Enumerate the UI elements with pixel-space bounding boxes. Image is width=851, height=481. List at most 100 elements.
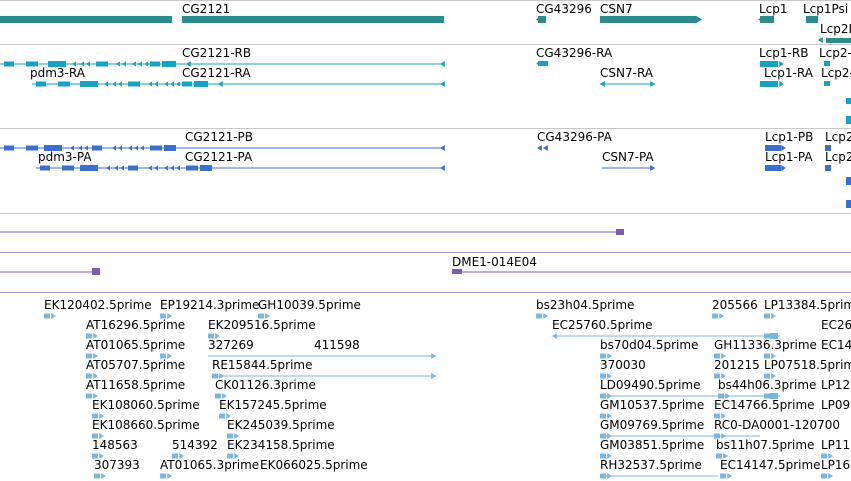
transcript-label[interactable]: pdm3-RA bbox=[30, 66, 85, 80]
gene-label[interactable]: CG2121 bbox=[182, 2, 231, 16]
est-label[interactable]: EK120402.5prime bbox=[44, 298, 152, 312]
transcript-label[interactable]: CG43296-RA bbox=[536, 46, 613, 60]
exon-block[interactable] bbox=[44, 145, 62, 151]
exon-block[interactable] bbox=[825, 145, 831, 151]
clone-feature[interactable] bbox=[616, 229, 624, 235]
transcript-label[interactable]: CG2121-RB bbox=[182, 46, 252, 60]
exon-block[interactable] bbox=[96, 61, 108, 67]
est-label[interactable]: bs11h07.5prime bbox=[716, 438, 815, 452]
est-label[interactable]: 307393 bbox=[94, 458, 140, 472]
exon-block[interactable] bbox=[128, 165, 138, 171]
est-feature[interactable] bbox=[160, 353, 166, 359]
transcript-label[interactable]: Lcp1-RB bbox=[759, 46, 809, 60]
est-feature[interactable] bbox=[821, 473, 827, 479]
est-feature[interactable] bbox=[770, 393, 778, 399]
gene-feature[interactable] bbox=[600, 16, 696, 23]
est-label[interactable]: EC25760.5prime bbox=[552, 318, 653, 332]
est-feature[interactable] bbox=[92, 453, 98, 459]
est-label[interactable]: EC14766.5prime bbox=[714, 398, 815, 412]
est-feature[interactable] bbox=[219, 413, 225, 419]
exon-block[interactable] bbox=[182, 81, 192, 87]
exon-block[interactable] bbox=[186, 165, 198, 171]
est-feature[interactable] bbox=[208, 333, 214, 339]
est-label[interactable]: GH11336.3prime bbox=[714, 338, 817, 352]
protein-label[interactable]: Lcp1-PA bbox=[765, 150, 813, 164]
est-label[interactable]: LP09 bbox=[821, 398, 851, 412]
est-label[interactable]: AT01065.3prime bbox=[160, 458, 260, 472]
est-label[interactable]: AT11658.5prime bbox=[86, 378, 186, 392]
est-label[interactable]: GM09769.5prime bbox=[600, 418, 705, 432]
exon-block[interactable] bbox=[760, 81, 778, 87]
est-label[interactable]: 370030 bbox=[600, 358, 646, 372]
est-label[interactable]: bs70d04.5prime bbox=[600, 338, 699, 352]
exon-block[interactable] bbox=[58, 81, 70, 87]
exon-block[interactable] bbox=[825, 165, 831, 171]
est-feature[interactable] bbox=[600, 413, 606, 419]
exon-block[interactable] bbox=[162, 61, 176, 67]
exon-block[interactable] bbox=[538, 61, 548, 66]
est-label[interactable]: EC26 bbox=[821, 318, 851, 332]
est-label[interactable]: EK157245.5prime bbox=[219, 398, 327, 412]
exon-block[interactable] bbox=[846, 200, 851, 208]
transcript-label[interactable]: Lcp2- bbox=[821, 66, 851, 80]
exon-block[interactable] bbox=[846, 177, 851, 185]
est-feature[interactable] bbox=[160, 313, 166, 319]
est-feature[interactable] bbox=[764, 313, 770, 319]
est-feature[interactable] bbox=[86, 373, 92, 379]
exon-block[interactable] bbox=[846, 98, 851, 104]
gene-feature[interactable] bbox=[0, 16, 172, 23]
est-label[interactable]: RH32537.5prime bbox=[600, 458, 702, 472]
gene-label[interactable]: Lcp1Psi bbox=[803, 2, 849, 16]
est-feature[interactable] bbox=[172, 453, 178, 459]
est-label[interactable]: 205566 bbox=[712, 298, 758, 312]
exon-block[interactable] bbox=[846, 116, 851, 124]
est-label[interactable]: EC14 bbox=[821, 338, 851, 352]
protein-label[interactable]: Lcp1-PB bbox=[765, 130, 814, 144]
est-label[interactable]: EK245039.5prime bbox=[227, 418, 335, 432]
exon-block[interactable] bbox=[92, 145, 102, 151]
transcript-label[interactable]: CG2121-RA bbox=[182, 66, 251, 80]
exon-block[interactable] bbox=[760, 61, 778, 67]
est-label[interactable]: EK234158.5prime bbox=[227, 438, 335, 452]
est-label[interactable]: GM03851.5prime bbox=[600, 438, 705, 452]
est-feature[interactable] bbox=[716, 453, 722, 459]
est-label[interactable]: LD09490.5prime bbox=[600, 378, 701, 392]
protein-label[interactable]: CSN7-PA bbox=[602, 150, 654, 164]
gene-feature[interactable] bbox=[826, 38, 851, 43]
est-feature[interactable] bbox=[86, 333, 92, 339]
est-label[interactable]: EK209516.5prime bbox=[208, 318, 316, 332]
exon-block[interactable] bbox=[26, 61, 38, 67]
transcript-label[interactable]: CSN7-RA bbox=[600, 66, 653, 80]
est-feature[interactable] bbox=[714, 353, 720, 359]
est-label[interactable]: 411598 bbox=[314, 338, 360, 352]
est-label[interactable]: LP07518.5prime bbox=[764, 358, 851, 372]
exon-block[interactable] bbox=[824, 81, 830, 86]
est-label[interactable]: bs23h04.5prime bbox=[536, 298, 635, 312]
exon-block[interactable] bbox=[164, 145, 176, 151]
est-feature[interactable] bbox=[600, 373, 606, 379]
protein-label[interactable]: pdm3-PA bbox=[38, 150, 92, 164]
est-feature[interactable] bbox=[821, 453, 827, 459]
gene-label[interactable]: CSN7 bbox=[600, 2, 633, 16]
exon-block[interactable] bbox=[150, 145, 162, 151]
est-feature[interactable] bbox=[86, 353, 92, 359]
exon-block[interactable] bbox=[150, 61, 160, 67]
est-feature[interactable] bbox=[536, 313, 542, 319]
est-feature[interactable] bbox=[227, 453, 233, 459]
gene-label[interactable]: Lcp1 bbox=[759, 2, 788, 16]
est-feature[interactable] bbox=[714, 373, 720, 379]
est-label[interactable]: EK108060.5prime bbox=[92, 398, 200, 412]
est-feature[interactable] bbox=[600, 353, 606, 359]
protein-label[interactable]: CG2121-PA bbox=[185, 150, 253, 164]
exon-block[interactable] bbox=[26, 145, 38, 151]
est-label[interactable]: EK066025.5prime bbox=[260, 458, 368, 472]
gene-label[interactable]: CG43296 bbox=[536, 2, 592, 16]
est-feature[interactable] bbox=[764, 353, 770, 359]
clone-label[interactable]: DME1-014E04 bbox=[452, 255, 537, 269]
est-label[interactable]: CK01126.3prime bbox=[215, 378, 316, 392]
exon-block[interactable] bbox=[80, 165, 98, 171]
est-feature[interactable] bbox=[44, 313, 50, 319]
exon-block[interactable] bbox=[194, 81, 208, 87]
est-label[interactable]: AT05707.5prime bbox=[86, 358, 186, 372]
